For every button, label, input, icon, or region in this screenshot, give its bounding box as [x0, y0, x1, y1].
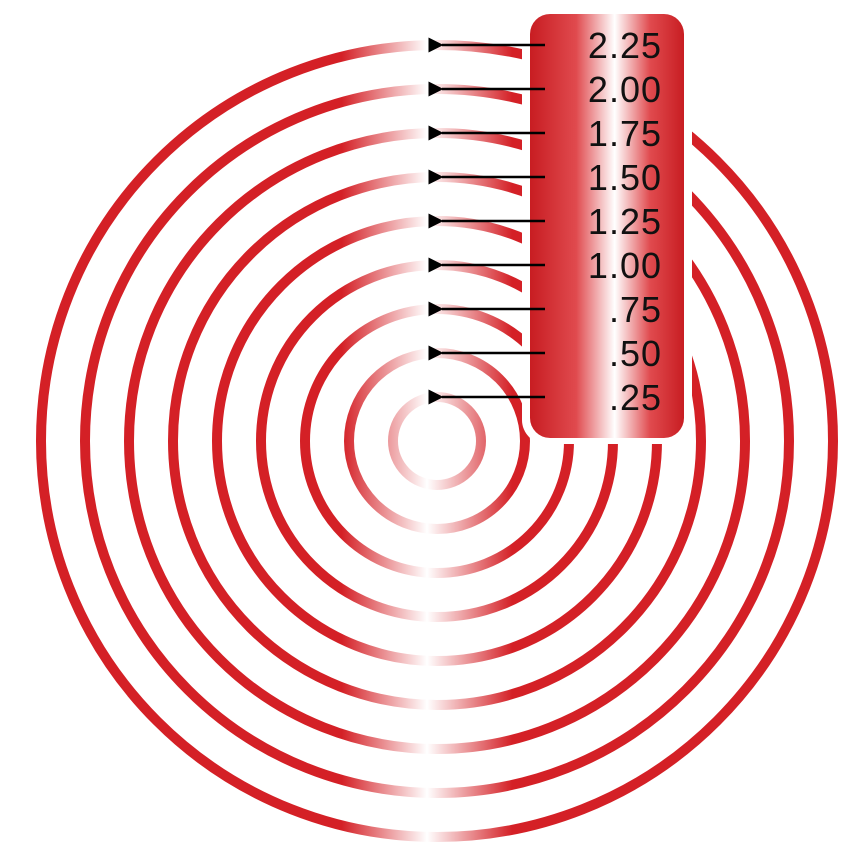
ring-label: 2.25	[588, 25, 662, 66]
ring-label: 1.25	[588, 201, 662, 242]
ring-label: 1.50	[588, 157, 662, 198]
labels-group: 2.252.001.751.501.251.00.75.50.25	[588, 25, 662, 418]
ring-label: .75	[609, 289, 662, 330]
label-tab	[530, 14, 684, 438]
rings-group	[36, 40, 838, 842]
ring-0-5	[344, 348, 530, 534]
ring-label: .50	[609, 333, 662, 374]
ring-label: .25	[609, 377, 662, 418]
ring-label: 1.00	[588, 245, 662, 286]
ring-label: 1.75	[588, 113, 662, 154]
ring-2-25	[36, 40, 838, 842]
ring-label: 2.00	[588, 69, 662, 110]
ring-0-25	[388, 392, 486, 490]
arrows-group	[428, 37, 545, 405]
